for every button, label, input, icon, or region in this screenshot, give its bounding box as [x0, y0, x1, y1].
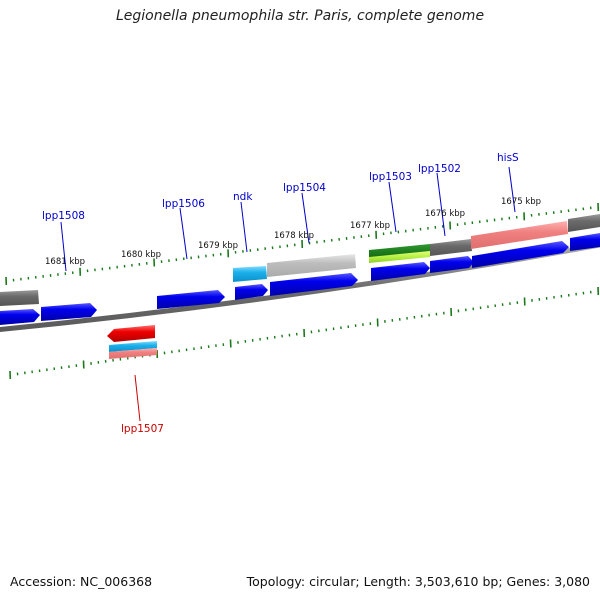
feature-gray-block: [0, 290, 39, 306]
map-title: Legionella pneumophila str. Paris, compl…: [115, 8, 485, 24]
position-label-1679: 1679 kbp: [198, 241, 238, 251]
position-labels: 1675 kbp 1676 kbp 1677 kbp 1678 kbp 1679…: [45, 197, 541, 267]
leader-ndk: [240, 201, 248, 253]
genome-summary-text: Topology: circular; Length: 3,503,610 bp…: [246, 574, 590, 589]
feature-pink-hisS: [471, 221, 568, 249]
leader-lpp1508: [60, 221, 67, 272]
leader-lpp1507: [134, 374, 141, 422]
cds-arrow-hisS: [472, 241, 569, 268]
leader-hisS: [508, 166, 516, 213]
gene-label-lpp1508[interactable]: lpp1508: [42, 210, 85, 222]
forward-cds-row: [0, 233, 600, 325]
cds-arrow: [0, 309, 40, 325]
reverse-feature-group: [107, 325, 157, 359]
label-leader-lines: [60, 166, 516, 422]
position-label-1676: 1676 kbp: [425, 209, 465, 219]
upper-tick-track: [5, 202, 600, 286]
cds-arrow-lpp1507-reverse: [107, 325, 155, 342]
feature-gray-end: [568, 214, 600, 232]
gene-label-lpp1502[interactable]: lpp1502: [418, 163, 461, 175]
gene-label-lpp1506[interactable]: lpp1506: [162, 198, 205, 210]
feature-lime-lpp1503: [369, 251, 430, 263]
feature-lightgray-lpp1504: [267, 254, 356, 277]
gene-label-ndk[interactable]: ndk: [233, 191, 253, 203]
cds-arrow-lpp1503: [371, 262, 430, 281]
gene-label-lpp1507[interactable]: lpp1507: [121, 423, 164, 435]
leader-lpp1506: [179, 207, 188, 260]
position-label-1678: 1678 kbp: [274, 231, 314, 241]
gene-label-lpp1503[interactable]: lpp1503: [369, 171, 412, 183]
leader-lpp1502: [436, 172, 446, 237]
feature-pink-lpp1507: [109, 348, 157, 359]
leader-lpp1504: [301, 192, 310, 244]
feature-cyan-lpp1507: [109, 341, 157, 352]
gene-labels: hisS lpp1502 lpp1503 lpp1504 ndk lpp1506…: [42, 152, 519, 435]
cds-arrow-lpp1502: [430, 256, 474, 273]
feature-green-lpp1503: [369, 244, 430, 258]
cds-arrow-end: [570, 233, 600, 251]
position-label-1680: 1680 kbp: [121, 250, 161, 260]
position-label-1677: 1677 kbp: [350, 221, 390, 231]
lower-tick-track: [9, 286, 600, 380]
cds-arrow-ndk: [235, 284, 268, 300]
accession-text: Accession: NC_006368: [10, 574, 153, 589]
position-label-1675: 1675 kbp: [501, 197, 541, 207]
gene-label-lpp1504[interactable]: lpp1504: [283, 182, 326, 194]
cds-arrow-lpp1504: [270, 273, 358, 296]
cds-arrow-lpp1506: [157, 290, 225, 309]
gene-label-hisS[interactable]: hisS: [497, 152, 519, 164]
position-label-1681: 1681 kbp: [45, 257, 85, 267]
feature-gray-lpp1502: [430, 239, 472, 256]
feature-cyan-ndk: [233, 266, 267, 282]
leader-lpp1503: [388, 181, 397, 233]
forward-feature-row: [0, 214, 600, 306]
cds-arrow-lpp1508: [41, 303, 97, 321]
